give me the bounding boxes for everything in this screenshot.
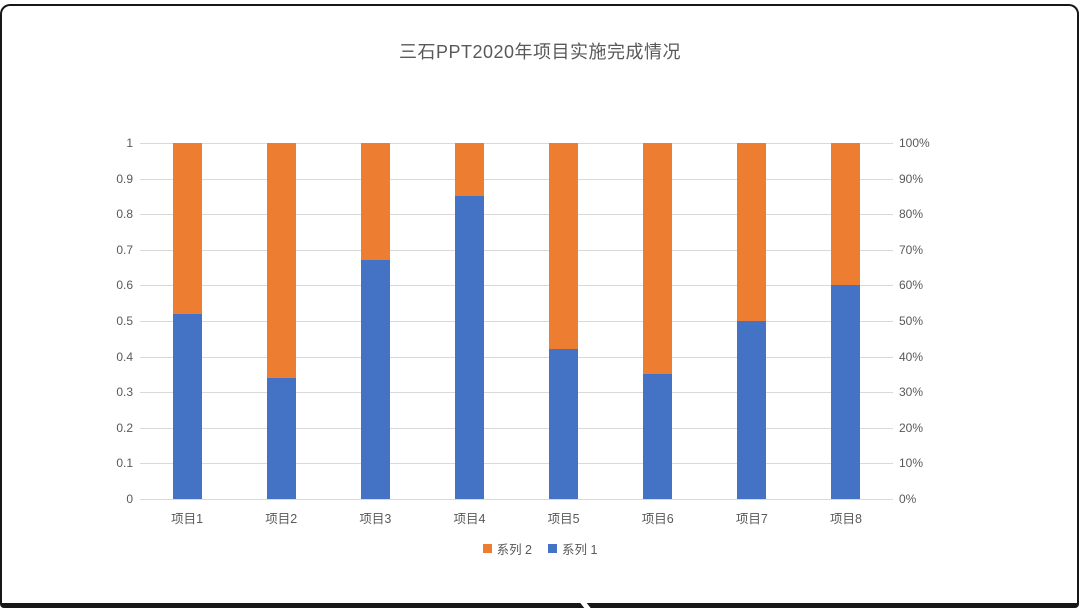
category-label-2: 项目2: [265, 512, 298, 526]
right-tick-50%: 50%: [899, 314, 924, 328]
gridline-0.7: [140, 249, 893, 251]
left-value-axis: 1 0.9 0.8 0.7 0.6 0.5 0.4 0.3 0.2 0.1 0: [0, 0, 133, 612]
bar-1-segment-series-2[interactable]: [172, 143, 202, 314]
right-tick-40%: 40%: [899, 349, 924, 364]
right-tick-60%: 60%: [899, 278, 924, 293]
bar-5-segment-series-1[interactable]: [549, 349, 579, 499]
bar-2-segment-series-1[interactable]: [266, 377, 296, 499]
left-tick-0.3: 0.3: [116, 385, 133, 400]
bar-7[interactable]: [737, 143, 767, 499]
bar-5-segment-series-2[interactable]: [549, 143, 579, 350]
bar-6-segment-series-1[interactable]: [643, 374, 673, 499]
bar-1[interactable]: [172, 143, 202, 499]
cursor-artifact: [578, 597, 593, 612]
bar-2[interactable]: [266, 143, 296, 499]
bar-5[interactable]: [549, 143, 579, 499]
bar-8-segment-series-2[interactable]: [831, 143, 861, 286]
category-label-6: 项目6: [641, 512, 674, 526]
plot-area: [140, 143, 893, 500]
right-tick-80%: 80%: [899, 207, 924, 222]
bar-2-segment-series-2[interactable]: [266, 143, 296, 378]
gridline-0.9: [140, 178, 893, 180]
chart-legend: 系列 2 系列 1: [0, 539, 1080, 558]
left-tick-0.7: 0.7: [116, 242, 133, 257]
right-percent-axis: 100% 90% 80% 70% 60% 50% 40% 30% 20% 10% 0%: [899, 0, 979, 612]
gridline-0: [140, 499, 893, 500]
left-tick-0.2: 0.2: [116, 420, 133, 435]
right-tick-0%: 0%: [899, 492, 917, 506]
right-tick-20%: 20%: [899, 420, 924, 435]
right-tick-90%: 90%: [899, 171, 924, 186]
bar-8-segment-series-1[interactable]: [831, 285, 861, 499]
right-tick-10%: 10%: [899, 456, 924, 471]
bar-3[interactable]: [360, 143, 390, 499]
bar-4-segment-series-1[interactable]: [454, 196, 484, 499]
left-tick-0.4: 0.4: [116, 349, 133, 364]
bar-8[interactable]: [831, 143, 861, 499]
left-tick-0.6: 0.6: [116, 278, 133, 293]
legend-swatch-icon: [482, 544, 492, 553]
category-axis: 项目1 项目2 项目3 项目4 项目5 项目6 项目7 项目8: [140, 511, 893, 529]
legend-label: 系列 2: [496, 543, 532, 557]
chart-title: 三石PPT2020年项目实施完成情况: [398, 42, 682, 62]
left-tick-0.9: 0.9: [116, 171, 133, 186]
left-tick-0.8: 0.8: [116, 207, 133, 222]
right-tick-70%: 70%: [899, 242, 924, 257]
gridline-1: [140, 143, 893, 144]
gridline-0.1: [140, 463, 893, 465]
bar-4[interactable]: [454, 143, 484, 499]
legend-item-1[interactable]: 系列 2: [482, 539, 532, 558]
right-tick-100%: 100%: [899, 136, 930, 150]
left-tick-1: 1: [126, 136, 133, 150]
bar-6[interactable]: [643, 143, 673, 499]
legend-label: 系列 1: [562, 543, 598, 557]
bar-6-segment-series-2[interactable]: [643, 143, 673, 375]
gridline-0.5: [140, 321, 893, 322]
bar-3-segment-series-1[interactable]: [360, 260, 390, 499]
category-label-5: 项目5: [547, 512, 580, 526]
left-tick-0.5: 0.5: [116, 314, 133, 328]
category-label-8: 项目8: [829, 512, 862, 526]
bar-7-segment-series-1[interactable]: [737, 321, 767, 499]
gridline-0.6: [140, 285, 893, 287]
right-tick-30%: 30%: [899, 385, 924, 400]
legend-item-2[interactable]: 系列 1: [548, 539, 597, 558]
gridline-0.4: [140, 356, 893, 358]
bar-7-segment-series-2[interactable]: [737, 143, 767, 321]
legend-swatch-icon: [548, 544, 557, 553]
gridline-0.3: [140, 392, 893, 394]
gridline-0.2: [140, 427, 893, 429]
bar-1-segment-series-1[interactable]: [172, 313, 202, 499]
category-label-1: 项目1: [171, 512, 204, 526]
category-label-3: 项目3: [359, 512, 392, 526]
bar-4-segment-series-2[interactable]: [454, 143, 484, 197]
category-label-4: 项目4: [453, 512, 486, 526]
bar-3-segment-series-2[interactable]: [360, 143, 390, 261]
category-label-7: 项目7: [735, 512, 768, 526]
left-tick-0: 0: [126, 492, 133, 506]
left-tick-0.1: 0.1: [116, 456, 133, 471]
gridline-0.8: [140, 214, 893, 216]
